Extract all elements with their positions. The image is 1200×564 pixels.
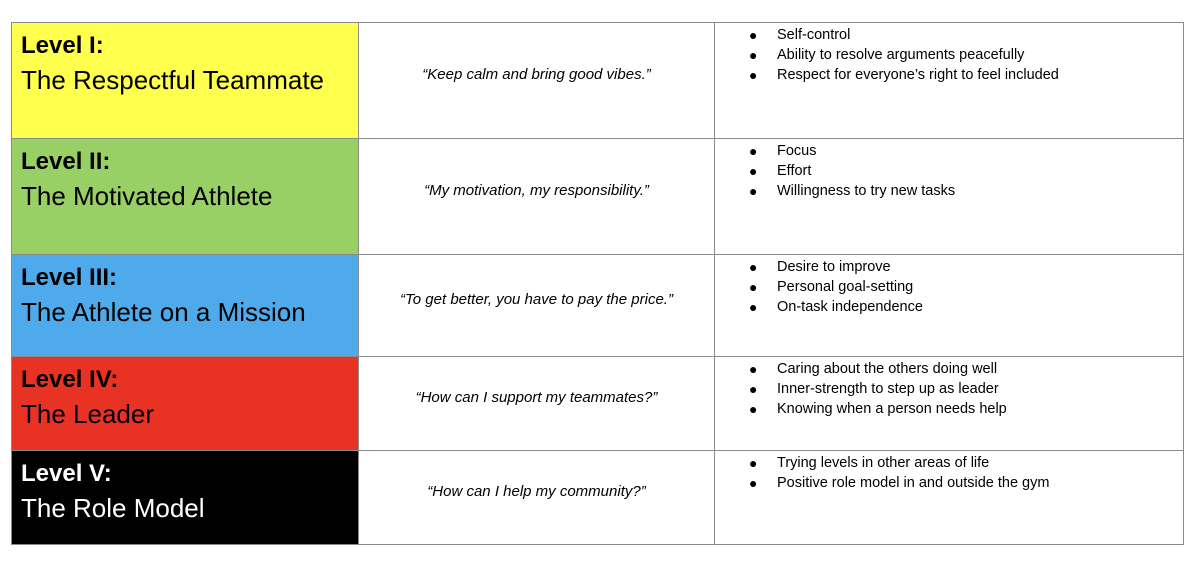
traits-cell: ● Desire to improve ● Personal goal-settin… bbox=[714, 254, 1184, 357]
level-row-4: Level IV: The Leader “How can I support … bbox=[11, 356, 1184, 451]
trait-item: ● Trying levels in other areas of life bbox=[749, 453, 1183, 473]
level-number: Level II: bbox=[21, 148, 111, 175]
level-number: Level V: bbox=[21, 460, 112, 487]
traits-list: ● Self-control ● Ability to resolve argume… bbox=[715, 25, 1183, 85]
bullet-icon: ● bbox=[749, 381, 758, 397]
motto-text: “How can I support my teammates?” bbox=[415, 389, 658, 406]
trait-text: Willingness to try new tasks bbox=[777, 183, 956, 199]
level-number: Level I: bbox=[21, 32, 104, 59]
traits-list: ● Caring about the others doing well ● Inn… bbox=[715, 359, 1183, 419]
bullet-icon: ● bbox=[749, 259, 758, 275]
bullet-icon: ● bbox=[749, 47, 758, 63]
bullet-icon: ● bbox=[749, 401, 758, 417]
trait-item: ● On-task independence bbox=[749, 297, 1183, 317]
trait-text: Effort bbox=[777, 163, 812, 179]
trait-text: Focus bbox=[777, 143, 817, 159]
traits-list: ● Desire to improve ● Personal goal-settin… bbox=[715, 257, 1183, 317]
traits-cell: ● Focus ● Effort ● Willingness to try new t… bbox=[714, 138, 1184, 255]
motto-cell: “How can I help my community?” bbox=[358, 450, 715, 545]
level-row-2: Level II: The Motivated Athlete “My moti… bbox=[11, 138, 1184, 255]
motto-cell: “How can I support my teammates?” bbox=[358, 356, 715, 451]
levels-table: Level I: The Respectful Teammate “Keep c… bbox=[11, 22, 1184, 545]
trait-text: Trying levels in other areas of life bbox=[777, 455, 990, 471]
motto-text: “My motivation, my responsibility.” bbox=[424, 182, 649, 199]
motto-cell: “Keep calm and bring good vibes.” bbox=[358, 22, 715, 139]
motto-text: “Keep calm and bring good vibes.” bbox=[422, 66, 651, 83]
level-name: The Role Model bbox=[21, 493, 205, 523]
trait-item: ● Willingness to try new tasks bbox=[749, 181, 1183, 201]
trait-text: Inner-strength to step up as leader bbox=[777, 381, 999, 397]
traits-cell: ● Self-control ● Ability to resolve argume… bbox=[714, 22, 1184, 139]
level-name: The Respectful Teammate bbox=[21, 65, 324, 95]
motto-cell: “My motivation, my responsibility.” bbox=[358, 138, 715, 255]
traits-list: ● Trying levels in other areas of life ● P… bbox=[715, 453, 1183, 493]
level-title-cell: Level III: The Athlete on a Mission bbox=[11, 254, 359, 357]
trait-item: ● Knowing when a person needs help bbox=[749, 399, 1183, 419]
bullet-icon: ● bbox=[749, 143, 758, 159]
trait-item: ● Self-control bbox=[749, 25, 1183, 45]
trait-item: ● Caring about the others doing well bbox=[749, 359, 1183, 379]
bullet-icon: ● bbox=[749, 455, 758, 471]
bullet-icon: ● bbox=[749, 475, 758, 491]
level-title-cell: Level II: The Motivated Athlete bbox=[11, 138, 359, 255]
bullet-icon: ● bbox=[749, 67, 758, 83]
bullet-icon: ● bbox=[749, 279, 758, 295]
trait-text: Self-control bbox=[777, 27, 851, 43]
traits-list: ● Focus ● Effort ● Willingness to try new t… bbox=[715, 141, 1183, 201]
level-row-3: Level III: The Athlete on a Mission “To … bbox=[11, 254, 1184, 357]
level-number: Level III: bbox=[21, 264, 118, 291]
bullet-icon: ● bbox=[749, 183, 758, 199]
trait-text: Positive role model in and outside the g… bbox=[777, 475, 1050, 491]
trait-text: Ability to resolve arguments peacefully bbox=[777, 47, 1025, 63]
traits-cell: ● Caring about the others doing well ● Inn… bbox=[714, 356, 1184, 451]
motto-cell: “To get better, you have to pay the pric… bbox=[358, 254, 715, 357]
trait-item: ● Respect for everyone’s right to feel in… bbox=[749, 65, 1183, 85]
trait-text: On-task independence bbox=[777, 299, 923, 315]
level-name: The Motivated Athlete bbox=[21, 181, 273, 211]
trait-text: Desire to improve bbox=[777, 259, 891, 275]
motto-text: “To get better, you have to pay the pric… bbox=[400, 291, 673, 308]
bullet-icon: ● bbox=[749, 299, 758, 315]
trait-item: ● Positive role model in and outside the … bbox=[749, 473, 1183, 493]
trait-text: Knowing when a person needs help bbox=[777, 401, 1007, 417]
trait-item: ● Effort bbox=[749, 161, 1183, 181]
trait-item: ● Desire to improve bbox=[749, 257, 1183, 277]
bullet-icon: ● bbox=[749, 163, 758, 179]
trait-item: ● Personal goal-setting bbox=[749, 277, 1183, 297]
trait-text: Personal goal-setting bbox=[777, 279, 914, 295]
bullet-icon: ● bbox=[749, 361, 758, 377]
level-name: The Leader bbox=[21, 399, 154, 429]
motto-text: “How can I help my community?” bbox=[427, 483, 646, 500]
trait-item: ● Inner-strength to step up as leader bbox=[749, 379, 1183, 399]
bullet-icon: ● bbox=[749, 27, 758, 43]
level-row-1: Level I: The Respectful Teammate “Keep c… bbox=[11, 22, 1184, 139]
trait-item: ● Focus bbox=[749, 141, 1183, 161]
level-title-cell: Level IV: The Leader bbox=[11, 356, 359, 451]
trait-text: Caring about the others doing well bbox=[777, 361, 998, 377]
level-row-5: Level V: The Role Model “How can I help … bbox=[11, 450, 1184, 545]
level-title-cell: Level V: The Role Model bbox=[11, 450, 359, 545]
level-number: Level IV: bbox=[21, 366, 119, 393]
level-title-cell: Level I: The Respectful Teammate bbox=[11, 22, 359, 139]
trait-text: Respect for everyone’s right to feel inc… bbox=[777, 67, 1059, 83]
level-name: The Athlete on a Mission bbox=[21, 297, 306, 327]
trait-item: ● Ability to resolve arguments peacefully bbox=[749, 45, 1183, 65]
traits-cell: ● Trying levels in other areas of life ● P… bbox=[714, 450, 1184, 545]
